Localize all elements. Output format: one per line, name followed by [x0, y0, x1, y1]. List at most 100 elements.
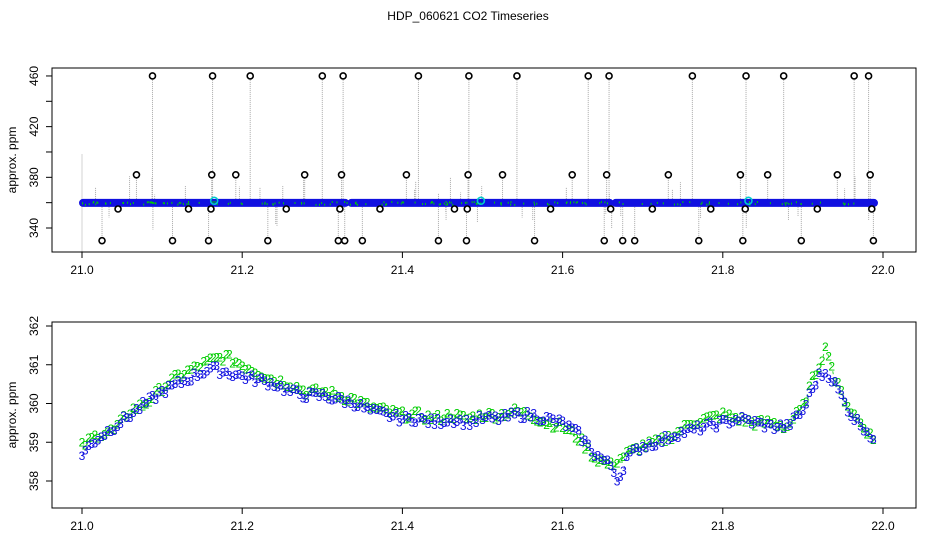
secondary-series-dot [737, 203, 739, 206]
series-marker-2: 2 [322, 385, 329, 399]
secondary-series-dot [162, 202, 164, 205]
series-marker-3: 3 [540, 414, 547, 428]
main-series-band [79, 198, 350, 207]
series-marker-2: 2 [329, 384, 336, 398]
series-marker-3: 3 [457, 413, 464, 427]
series-marker-3: 3 [739, 410, 746, 424]
outlier-marker [300, 170, 309, 179]
series-marker-2: 2 [495, 411, 502, 425]
series-marker-3: 3 [719, 412, 726, 426]
series-marker-2: 2 [229, 356, 236, 370]
secondary-series-dot [127, 201, 129, 204]
series-marker-2: 2 [489, 407, 496, 421]
secondary-series-dot [791, 202, 793, 205]
series-marker-2: 2 [335, 391, 342, 405]
series-marker-2: 2 [729, 411, 736, 425]
secondary-series-dot [800, 202, 802, 205]
outlier-marker [833, 170, 842, 179]
outlier-marker [688, 72, 697, 80]
series-marker-3: 3 [91, 437, 98, 451]
series-marker-3: 3 [264, 380, 271, 394]
series-marker-3: 3 [524, 404, 531, 418]
series-marker-3: 3 [466, 419, 473, 433]
outlier-marker [402, 170, 411, 179]
series-marker-2: 2 [844, 400, 851, 414]
outlier-marker [869, 236, 878, 245]
series-marker-3: 3 [313, 386, 320, 400]
x-tick-label: 21.4 [391, 519, 415, 533]
secondary-series-dot [548, 203, 550, 206]
secondary-series-dot [146, 201, 148, 204]
secondary-series-dot [272, 203, 274, 206]
series-marker-2: 2 [476, 407, 483, 421]
series-marker-2: 2 [675, 424, 682, 438]
series-marker-3: 3 [851, 414, 858, 428]
series-marker-3: 3 [482, 410, 489, 424]
secondary-series-dot [430, 202, 432, 205]
secondary-series-dot [700, 202, 702, 205]
secondary-series-dot [622, 203, 624, 206]
series-marker-2: 2 [114, 417, 121, 431]
series-marker-3: 3 [412, 416, 419, 430]
secondary-series-dot [599, 202, 601, 205]
secondary-series-dot [261, 202, 263, 205]
series-marker-2: 2 [569, 424, 576, 438]
series-marker-3: 3 [636, 445, 643, 459]
secondary-series-dot [109, 202, 111, 205]
series-marker-2: 2 [399, 404, 406, 418]
series-marker-3: 3 [361, 401, 368, 415]
secondary-series-dot [212, 200, 214, 203]
outlier-marker [98, 236, 106, 245]
series-marker-2: 2 [463, 412, 470, 426]
outlier-marker [664, 170, 673, 179]
secondary-series-dot [391, 201, 393, 204]
secondary-series-dot [182, 203, 184, 206]
series-marker-2: 2 [604, 458, 611, 472]
series-marker-3: 3 [816, 366, 823, 380]
secondary-series-dot [569, 202, 571, 205]
series-marker-2: 2 [700, 412, 707, 426]
series-marker-2: 2 [252, 366, 259, 380]
secondary-series-dot [600, 200, 602, 203]
secondary-series-dot [355, 202, 357, 205]
secondary-series-dot [188, 203, 190, 206]
series-marker-2: 2 [184, 363, 191, 377]
series-marker-3: 3 [841, 395, 848, 409]
series-marker-3: 3 [796, 408, 803, 422]
series-marker-3: 3 [700, 421, 707, 435]
secondary-series-dot [466, 201, 468, 204]
series-marker-3: 3 [200, 367, 207, 381]
series-marker-3: 3 [168, 379, 175, 393]
secondary-series-dot [216, 203, 218, 206]
series-marker-3: 3 [79, 449, 86, 463]
secondary-series-dot [500, 202, 502, 205]
secondary-series-dot [214, 200, 216, 203]
series-marker-2: 2 [156, 380, 163, 394]
series-marker-3: 3 [226, 368, 233, 382]
series-marker-2: 2 [768, 417, 775, 431]
series-marker-3: 3 [662, 428, 669, 442]
secondary-series-dot [673, 203, 675, 206]
series-marker-2: 2 [85, 431, 92, 445]
series-marker-2: 2 [277, 373, 284, 387]
series-marker-2: 2 [761, 417, 768, 431]
series-marker-2: 2 [149, 392, 156, 406]
series-marker-2: 2 [639, 437, 646, 451]
secondary-series-dot [283, 202, 285, 205]
series-marker-3: 3 [623, 450, 630, 464]
series-marker-2: 2 [306, 384, 313, 398]
secondary-series-dot [604, 201, 606, 204]
series-marker-2: 2 [575, 434, 582, 448]
series-marker-2: 2 [172, 368, 179, 382]
series-marker-2: 2 [601, 454, 608, 468]
series-marker-2: 2 [482, 411, 489, 425]
series-marker-3: 3 [595, 449, 602, 463]
series-marker-2: 2 [819, 354, 826, 368]
series-marker-2: 2 [562, 423, 569, 437]
outlier-marker [264, 236, 272, 245]
series-marker-3: 3 [716, 414, 723, 428]
secondary-series-dot [656, 201, 658, 204]
series-marker-3: 3 [178, 377, 185, 391]
secondary-series-dot [414, 201, 416, 204]
series-marker-3: 3 [498, 410, 505, 424]
